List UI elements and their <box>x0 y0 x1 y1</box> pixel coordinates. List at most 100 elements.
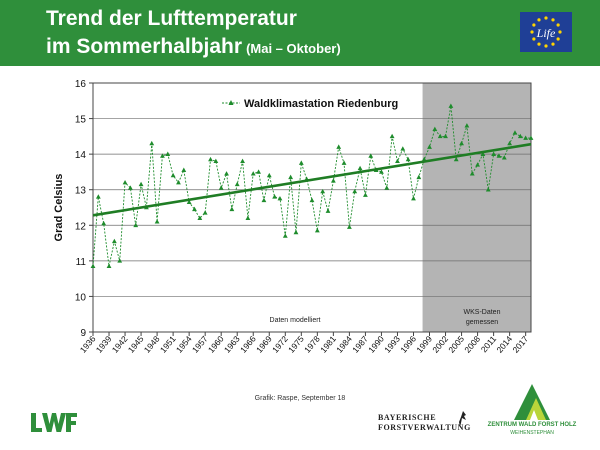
x-tick-label: 1969 <box>254 334 274 355</box>
data-point <box>464 123 470 128</box>
eu-star <box>544 16 548 20</box>
eu-life-text: Life <box>536 26 556 40</box>
lwf-letter-f <box>66 413 77 432</box>
data-point <box>245 215 251 220</box>
data-point <box>154 219 160 224</box>
x-tick-label: 1939 <box>94 334 114 355</box>
eu-star <box>530 30 534 34</box>
page-title-second: im Sommerhalbjahr <box>46 35 243 58</box>
y-tick-label: 12 <box>75 221 87 232</box>
data-point <box>336 144 342 149</box>
data-point <box>186 199 192 204</box>
lwf-letter-w <box>42 413 66 432</box>
x-tick-label: 1999 <box>414 334 434 355</box>
x-tick-label: 1954 <box>174 334 194 355</box>
temperature-chart: 9 10 11 12 13 14 15 16 193619391942194519481951… <box>53 79 534 355</box>
annotation-wks-data: WKS-Daten <box>464 309 501 316</box>
data-point <box>363 192 368 197</box>
data-point <box>491 151 497 156</box>
series-waldklimastation <box>90 103 534 268</box>
data-point <box>507 140 513 146</box>
legend: Waldklimastation Riedenburg <box>222 98 398 110</box>
data-point <box>395 158 400 164</box>
y-tick-label: 14 <box>75 150 87 161</box>
bayerische-forstverwaltung-logo: BAYERISCHE FORSTVERWALTUNG <box>378 410 471 436</box>
eu-star <box>544 44 548 48</box>
data-point <box>234 181 240 187</box>
data-point <box>101 220 107 226</box>
data-point <box>405 156 411 162</box>
data-point <box>314 228 320 233</box>
data-point <box>517 133 523 139</box>
data-point <box>379 169 384 174</box>
data-point <box>416 174 422 180</box>
data-point <box>149 140 155 146</box>
data-point <box>250 171 256 176</box>
data-point <box>528 135 534 140</box>
data-point <box>469 171 475 176</box>
x-tick-label: 1951 <box>158 334 178 355</box>
data-point <box>437 133 443 139</box>
data-point <box>256 169 261 174</box>
y-tick-label: 13 <box>75 186 87 197</box>
data-point <box>288 174 294 180</box>
data-point <box>411 196 416 201</box>
x-tick-label: 1945 <box>126 334 146 355</box>
y-axis-label: Grad Celsius <box>53 174 65 242</box>
y-tick-label: 11 <box>76 257 87 268</box>
legend-marker <box>228 100 234 105</box>
data-point <box>320 188 326 194</box>
y-tick-label: 16 <box>75 79 87 90</box>
data-point <box>197 215 203 220</box>
bayern-logo-line2: FORSTVERWALTUNG <box>378 423 471 432</box>
x-tick-label: 1981 <box>318 334 338 355</box>
data-point <box>208 156 213 162</box>
eu-star <box>551 42 555 46</box>
annotation-modelled: Daten modelliert <box>270 317 321 324</box>
x-tick-label: 2002 <box>430 334 450 355</box>
zentrum-logo-line2: WEIHENSTEPHAN <box>510 430 554 436</box>
trend-line <box>92 142 532 217</box>
zentrum-logo-line1: ZENTRUM WALD FORST HOLZ <box>487 422 577 428</box>
data-point <box>352 188 358 194</box>
x-tick-label: 1966 <box>238 334 258 355</box>
eu-star <box>556 23 560 27</box>
x-tick-label: 2008 <box>462 334 482 355</box>
page-title-line2: im Sommerhalbjahr (Mai – Oktober) <box>46 35 341 59</box>
eu-star <box>556 37 560 41</box>
plot-area-frame <box>92 82 532 333</box>
data-point <box>293 229 299 235</box>
page-title: Trend der Lufttemperatur <box>46 7 297 30</box>
data-point <box>176 180 181 185</box>
data-point <box>224 171 229 176</box>
page-subtitle: (Mai – Oktober) <box>246 41 341 56</box>
data-point <box>282 233 288 238</box>
lion-icon <box>459 411 466 427</box>
x-tick-label: 2011 <box>479 334 499 355</box>
eu-star <box>551 18 555 22</box>
gridlines <box>93 118 531 297</box>
data-point <box>475 162 480 167</box>
legend-entry: Waldklimastation Riedenburg <box>244 98 398 110</box>
measured-data-background <box>422 83 531 332</box>
x-tick-label: 1960 <box>206 334 226 355</box>
data-point <box>277 196 283 201</box>
data-point <box>459 140 464 146</box>
data-point <box>122 180 128 185</box>
eu-star <box>532 37 536 41</box>
x-tick-label: 1978 <box>302 334 322 355</box>
zentrum-wald-forst-holz-logo: ZENTRUM WALD FORST HOLZ WEIHENSTEPHAN <box>486 380 578 440</box>
data-point <box>501 155 507 160</box>
x-tick-label: 2017 <box>510 334 530 355</box>
data-point <box>389 133 395 139</box>
data-point <box>485 187 491 192</box>
eu-star <box>558 30 562 34</box>
eu-stars <box>530 16 562 48</box>
y-tick-label: 9 <box>80 328 86 339</box>
data-point <box>181 167 187 172</box>
data-point <box>117 258 123 263</box>
x-tick-label: 1984 <box>334 334 354 355</box>
x-tick-label: 2005 <box>446 334 466 355</box>
data-point <box>218 185 224 190</box>
data-point <box>192 206 197 212</box>
